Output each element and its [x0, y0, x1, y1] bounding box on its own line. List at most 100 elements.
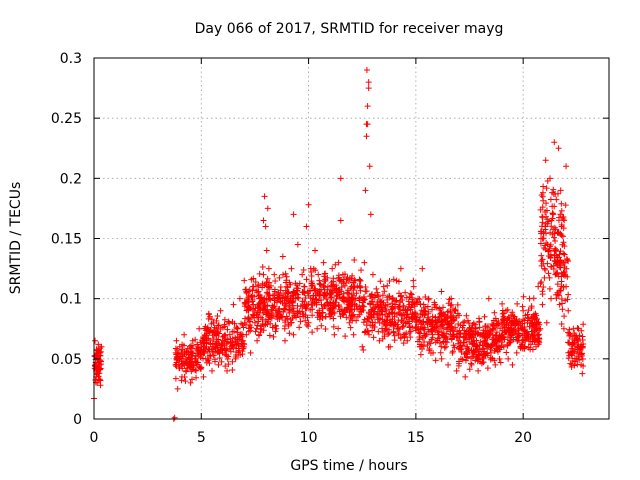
data-point: [491, 339, 498, 346]
data-point: [565, 307, 572, 314]
data-point: [400, 340, 407, 347]
data-point: [299, 288, 306, 295]
data-point: [254, 314, 261, 321]
data-point: [330, 300, 337, 307]
data-point: [512, 322, 519, 329]
data-point: [264, 275, 271, 282]
data-point: [543, 319, 550, 326]
data-point: [329, 287, 336, 294]
data-point: [215, 336, 222, 343]
data-point: [308, 282, 315, 289]
data-point: [501, 315, 508, 322]
data-point: [324, 274, 331, 281]
data-point: [561, 313, 568, 320]
data-point: [322, 270, 329, 277]
data-point: [97, 377, 104, 384]
data-point: [200, 347, 207, 354]
data-point: [480, 327, 487, 334]
data-point: [205, 310, 212, 317]
data-point: [468, 361, 475, 368]
data-point: [416, 296, 423, 303]
data-point: [276, 274, 283, 281]
data-point: [493, 332, 500, 339]
data-point: [400, 303, 407, 310]
data-point: [329, 309, 336, 316]
data-point: [239, 331, 246, 338]
data-point: [538, 223, 545, 230]
data-point: [362, 187, 369, 194]
data-point: [243, 288, 250, 295]
data-point: [305, 301, 312, 308]
data-point: [350, 311, 357, 318]
data-point: [181, 374, 188, 381]
data-point: [294, 302, 301, 309]
data-points: [91, 67, 587, 422]
data-point: [217, 307, 224, 314]
data-point: [481, 338, 488, 345]
data-point: [205, 335, 212, 342]
data-point: [327, 313, 334, 320]
data-point: [432, 339, 439, 346]
data-point: [349, 296, 356, 303]
data-point: [541, 242, 548, 249]
data-point: [568, 351, 575, 358]
data-point: [390, 322, 397, 329]
data-point: [417, 351, 424, 358]
data-point: [485, 342, 492, 349]
data-point: [346, 309, 353, 316]
data-point: [492, 361, 499, 368]
data-point: [281, 300, 288, 307]
data-point: [480, 354, 487, 361]
data-point: [271, 271, 278, 278]
data-point: [182, 378, 189, 385]
data-point: [389, 294, 396, 301]
data-point: [176, 356, 183, 363]
data-point: [92, 377, 99, 384]
data-point: [279, 295, 286, 302]
data-point: [270, 333, 277, 340]
data-point: [440, 304, 447, 311]
data-point: [312, 296, 319, 303]
data-point: [308, 272, 315, 279]
data-point: [558, 295, 565, 302]
data-point: [386, 277, 393, 284]
data-point: [379, 335, 386, 342]
data-point: [405, 303, 412, 310]
data-point: [91, 352, 98, 359]
data-point: [96, 376, 103, 383]
data-point: [178, 349, 185, 356]
data-point: [328, 279, 335, 286]
data-point: [174, 385, 181, 392]
data-point: [399, 312, 406, 319]
data-point: [390, 276, 397, 283]
data-point: [254, 337, 261, 344]
data-point: [461, 339, 468, 346]
data-point: [405, 320, 412, 327]
data-point: [513, 349, 520, 356]
data-point: [465, 320, 472, 327]
data-point: [403, 330, 410, 337]
data-point: [434, 317, 441, 324]
data-point: [520, 316, 527, 323]
data-point: [426, 338, 433, 345]
data-point: [227, 339, 234, 346]
data-point: [520, 293, 527, 300]
data-point: [484, 331, 491, 338]
data-point: [92, 337, 99, 344]
data-point: [311, 300, 318, 307]
data-point: [525, 338, 532, 345]
data-point: [192, 336, 199, 343]
data-point: [448, 335, 455, 342]
data-point: [370, 334, 377, 341]
data-point: [263, 247, 270, 254]
data-point: [472, 347, 479, 354]
data-point: [266, 295, 273, 302]
data-point: [568, 361, 575, 368]
data-point: [389, 305, 396, 312]
data-point: [294, 241, 301, 248]
data-point: [189, 376, 196, 383]
data-point: [365, 79, 372, 86]
data-point: [360, 307, 367, 314]
data-point: [353, 290, 360, 297]
data-point: [188, 360, 195, 367]
